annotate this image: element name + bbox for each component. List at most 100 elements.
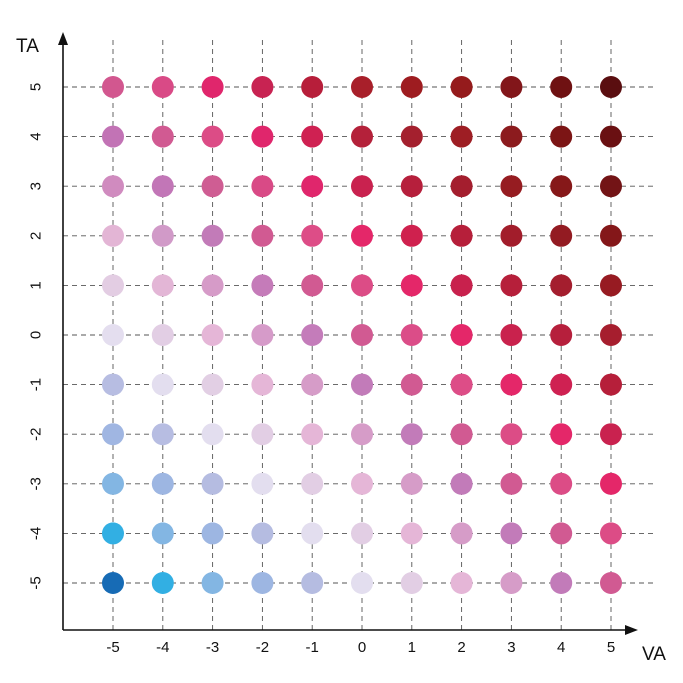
data-point (600, 175, 622, 198)
data-point (450, 76, 473, 98)
point-layer (102, 76, 622, 594)
data-point (600, 522, 622, 545)
data-point (201, 175, 224, 198)
data-point (550, 274, 573, 297)
data-point (600, 472, 622, 495)
data-point (600, 76, 622, 98)
data-point (102, 125, 124, 148)
data-point (102, 522, 124, 545)
data-point (351, 472, 373, 495)
data-point (102, 572, 124, 594)
data-point (351, 324, 373, 346)
data-point (201, 373, 224, 396)
data-point (201, 423, 224, 446)
tick-layer: -5 -4 -3 -2 -1 0 1 2 3 4 5 -5 -4 -3 -2 -1 0 1 2 3 4 5 (28, 83, 616, 656)
data-point (301, 423, 324, 446)
y-tick-label: 1 (28, 281, 45, 289)
data-point (201, 274, 224, 297)
y-tick-label: 4 (28, 132, 45, 140)
data-point (450, 125, 473, 148)
y-tick-label: -2 (28, 428, 45, 441)
data-point (500, 324, 523, 346)
data-point (400, 572, 423, 594)
data-point (301, 125, 324, 148)
data-point (151, 224, 174, 247)
data-point (450, 224, 473, 247)
data-point (450, 373, 473, 396)
data-point (400, 76, 423, 98)
data-point (151, 274, 174, 297)
data-point (102, 373, 124, 396)
data-point (301, 224, 324, 247)
data-point (201, 125, 224, 148)
x-axis-arrow-icon (625, 625, 638, 635)
data-point (550, 423, 573, 446)
data-point (151, 324, 174, 346)
data-point (550, 76, 573, 98)
y-tick-label: -3 (28, 477, 45, 490)
data-point (600, 423, 622, 446)
x-tick-label: 4 (557, 639, 565, 656)
data-point (201, 522, 224, 545)
y-tick-label: 2 (28, 232, 45, 240)
x-axis-title: VA (642, 644, 666, 665)
data-point (351, 373, 373, 396)
data-point (102, 423, 124, 446)
data-point (500, 522, 523, 545)
data-point (201, 472, 224, 495)
data-point (102, 224, 124, 247)
x-tick-label: -1 (306, 639, 319, 656)
y-tick-label: 5 (28, 83, 45, 91)
data-point (450, 274, 473, 297)
data-point (251, 472, 274, 495)
data-point (550, 224, 573, 247)
data-point (151, 572, 174, 594)
data-point (600, 324, 622, 346)
data-point (400, 373, 423, 396)
data-point (251, 572, 274, 594)
x-tick-label: 0 (358, 639, 366, 656)
data-point (400, 324, 423, 346)
data-point (500, 572, 523, 594)
data-point (301, 324, 324, 346)
data-point (251, 373, 274, 396)
data-point (550, 572, 573, 594)
data-point (600, 373, 622, 396)
data-point (400, 175, 423, 198)
data-point (102, 324, 124, 346)
data-point (151, 373, 174, 396)
data-point (351, 125, 373, 148)
data-point (251, 324, 274, 346)
data-point (301, 522, 324, 545)
data-point (351, 572, 373, 594)
data-point (102, 472, 124, 495)
data-point (500, 175, 523, 198)
data-point (450, 423, 473, 446)
data-point (450, 572, 473, 594)
data-point (251, 175, 274, 198)
data-point (400, 224, 423, 247)
data-point (600, 125, 622, 148)
x-tick-label: 2 (457, 639, 465, 656)
data-point (450, 175, 473, 198)
data-point (251, 125, 274, 148)
x-tick-label: 5 (607, 639, 615, 656)
data-point (600, 274, 622, 297)
data-point (151, 472, 174, 495)
data-point (351, 274, 373, 297)
data-point (201, 76, 224, 98)
data-point (351, 224, 373, 247)
data-point (600, 224, 622, 247)
data-point (151, 423, 174, 446)
data-point (301, 76, 324, 98)
data-point (301, 175, 324, 198)
data-point (400, 522, 423, 545)
axis-layer: TA VA (16, 32, 666, 665)
x-tick-label: -2 (256, 639, 269, 656)
data-point (450, 522, 473, 545)
data-point (151, 175, 174, 198)
data-point (500, 423, 523, 446)
data-point (251, 522, 274, 545)
data-point (550, 472, 573, 495)
